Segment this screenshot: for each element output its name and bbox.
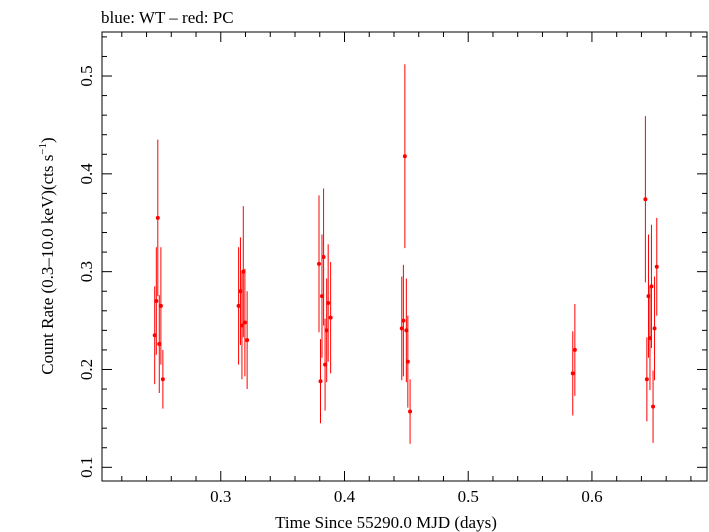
y-tick-label: 0.5	[77, 65, 96, 86]
data-point	[643, 197, 648, 202]
x-tick-label: 0.4	[334, 487, 356, 506]
data-point	[570, 371, 575, 376]
data-point	[644, 377, 649, 382]
y-tick-label: 0.4	[77, 163, 96, 185]
data-point	[160, 377, 165, 382]
plot-frame	[101, 31, 708, 482]
data-point	[405, 359, 410, 364]
y-tick-label: 0.3	[77, 261, 96, 282]
data-point	[319, 294, 324, 299]
data-point	[402, 154, 407, 159]
y-axis-label-superscript: −1	[37, 143, 49, 155]
data-point	[152, 333, 157, 338]
x-tick-label: 0.5	[458, 487, 479, 506]
data-point	[245, 338, 250, 343]
x-axis-label: Time Since 55290.0 MJD (days)	[275, 513, 497, 532]
y-tick-label: 0.2	[77, 359, 96, 380]
x-tick-label: 0.3	[210, 487, 231, 506]
data-point	[326, 300, 331, 305]
data-point	[321, 254, 326, 259]
data-point	[401, 318, 406, 323]
y-axis-label-end: )	[38, 137, 57, 143]
y-axis-label-main: Count Rate (0.3–10.0 keV)(cts s	[38, 155, 57, 375]
y-axis-ticks: 0.1 0.2 0.3 0.4 0.5	[77, 36, 707, 478]
data-point	[155, 215, 160, 220]
data-point	[241, 269, 246, 274]
data-point	[158, 303, 163, 308]
x-tick-label: 0.6	[581, 487, 602, 506]
data-point	[323, 362, 328, 367]
chart-title: blue: WT – red: PC	[101, 8, 234, 27]
data-point	[236, 303, 241, 308]
data-point	[408, 409, 413, 414]
data-points	[152, 64, 659, 444]
y-tick-label: 0.1	[77, 457, 96, 478]
data-point	[649, 284, 654, 289]
data-point	[328, 315, 333, 320]
data-point	[317, 261, 322, 266]
data-point	[318, 379, 323, 384]
data-point	[652, 326, 657, 331]
y-axis-label: Count Rate (0.3–10.0 keV)(cts s−1)	[37, 137, 57, 374]
data-point	[399, 326, 404, 331]
data-point	[157, 342, 162, 347]
data-point	[154, 299, 159, 304]
data-point	[651, 404, 656, 409]
x-axis-ticks: 0.3 0.4 0.5 0.6	[121, 32, 692, 506]
data-point	[242, 320, 247, 325]
data-point	[572, 347, 577, 352]
data-point	[654, 264, 659, 269]
